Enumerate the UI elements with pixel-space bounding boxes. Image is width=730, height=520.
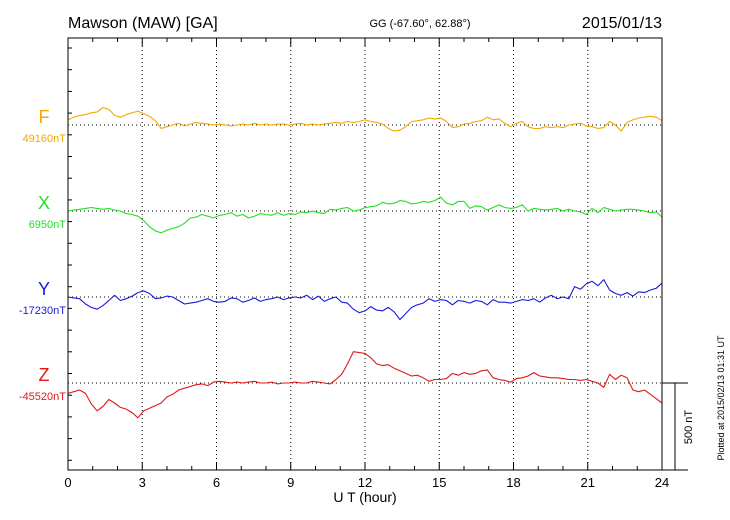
- series-line-y: [67, 279, 663, 321]
- x-tick-label: 0: [64, 475, 71, 490]
- plot-frame: [67, 37, 663, 471]
- baseline-label-f: 49160nT: [23, 133, 67, 145]
- scale-bar: 500 nT: [662, 382, 695, 471]
- x-axis-label: U T (hour): [333, 489, 396, 505]
- axis-ticks: [67, 38, 663, 470]
- scale-bar-label: 500 nT: [683, 410, 695, 445]
- series-name-x: X: [38, 193, 50, 213]
- chart-title: Mawson (MAW) [GA]: [68, 15, 218, 32]
- x-tick-labels: 0 3 6 9 12 15 18 21 24: [64, 475, 669, 490]
- x-tick-label: 18: [506, 475, 520, 490]
- x-tick-label: 15: [432, 475, 446, 490]
- series-name-z: Z: [39, 365, 50, 385]
- baseline-label-z: -45520nT: [19, 391, 66, 403]
- x-tick-label: 3: [139, 475, 146, 490]
- series-line-x: [67, 196, 663, 234]
- x-tick-label: 21: [581, 475, 595, 490]
- series-line-f: [67, 107, 663, 132]
- series-name-f: F: [39, 107, 50, 127]
- series-name-y: Y: [38, 279, 50, 299]
- station-coords: GG (-67.60°, 62.88°): [369, 18, 470, 30]
- x-tick-label: 6: [213, 475, 220, 490]
- x-tick-label: 24: [655, 475, 669, 490]
- series-line-z: [67, 351, 663, 419]
- series-labels: F 49160nT X 6950nT Y -17230nT Z -45520nT: [19, 107, 66, 403]
- series-layer: [67, 107, 663, 419]
- x-tick-label: 12: [358, 475, 372, 490]
- x-tick-label: 9: [287, 475, 294, 490]
- plotted-timestamp: Plotted at 2015/02/13 01:31 UT: [716, 335, 726, 461]
- grid-lines: [68, 38, 662, 470]
- chart-date: 2015/01/13: [582, 15, 662, 32]
- baseline-label-y: -17230nT: [19, 305, 66, 317]
- baseline-label-x: 6950nT: [29, 219, 67, 231]
